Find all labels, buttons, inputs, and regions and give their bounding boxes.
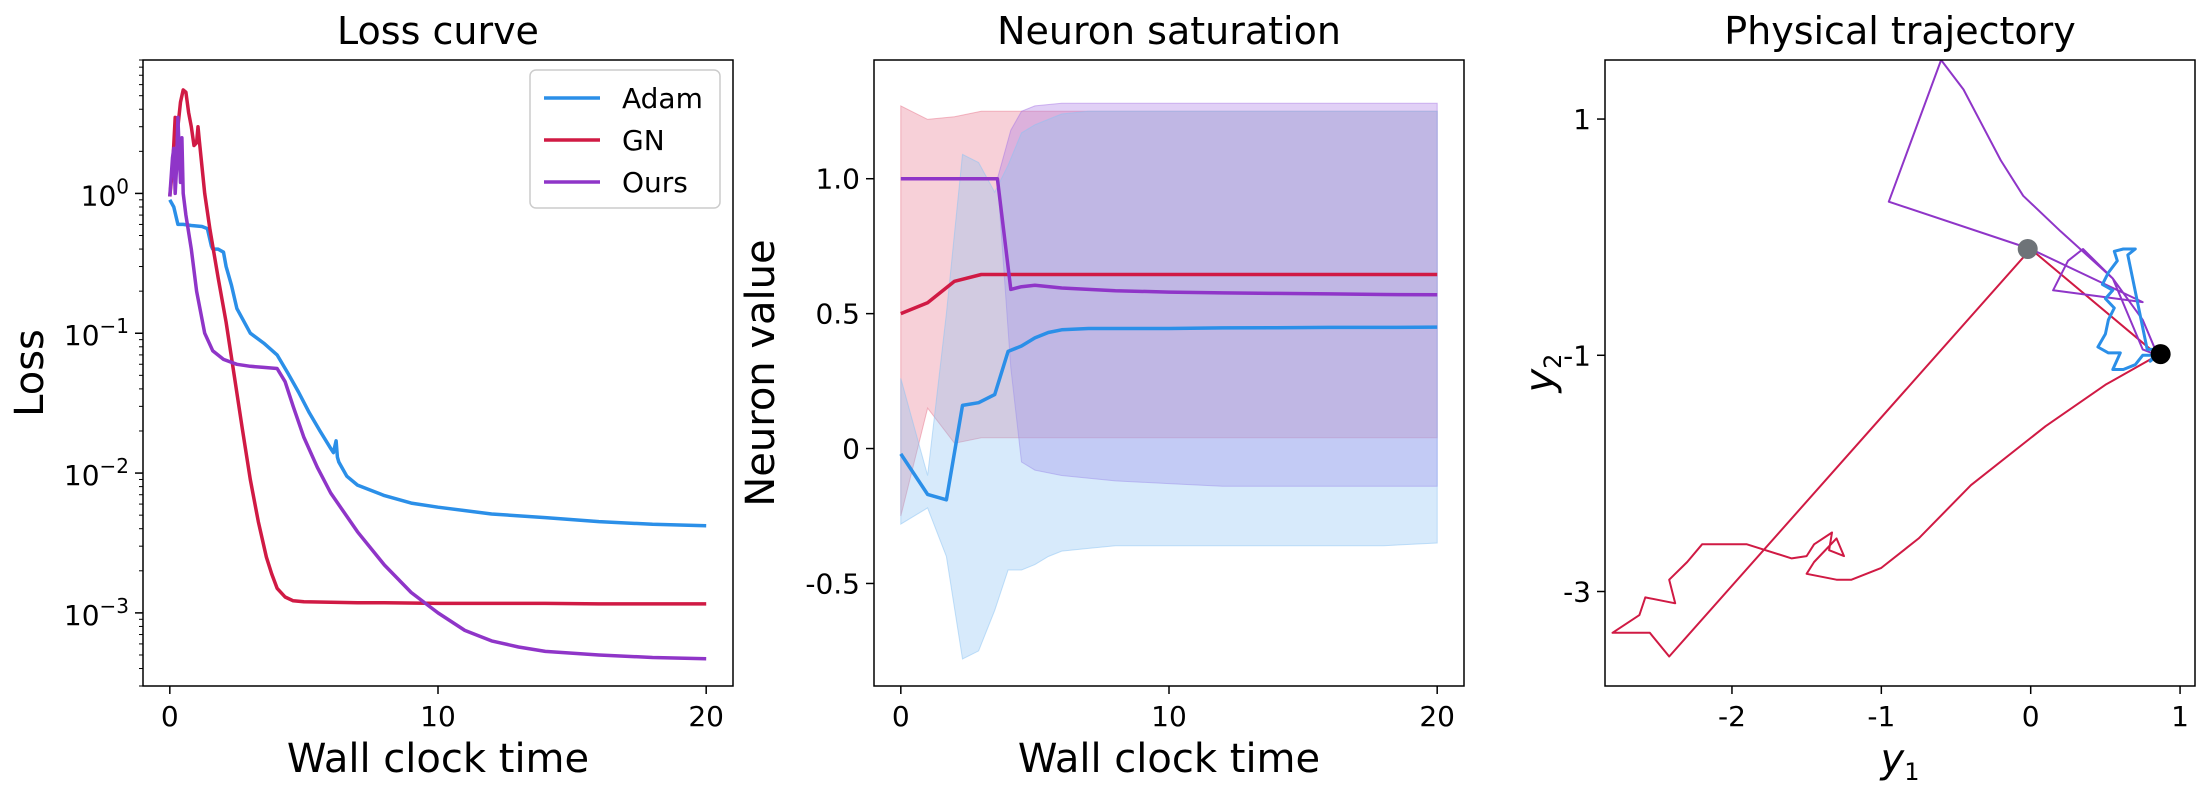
y-axis-label: Neuron value [738, 239, 784, 506]
x-tick-label: 10 [420, 700, 456, 733]
x-tick-label: 0 [161, 700, 179, 733]
legend-label: GN [622, 124, 665, 157]
x-axis-label: Wall clock time [287, 736, 589, 782]
y-tick-label: -3 [1563, 576, 1591, 609]
x-tick-label: -2 [1718, 700, 1746, 733]
y-axis-label: y2 [1517, 354, 1567, 394]
chart-title: Neuron saturation [997, 9, 1341, 53]
legend-label: Ours [622, 166, 688, 199]
physical-trajectory-panel: Physical trajectory y1 y2 -2 -1 0 1 1 -1 -3 [1517, 9, 2196, 786]
x-tick-label: 1 [2171, 700, 2189, 733]
series-line [168, 115, 707, 661]
legend-label: Adam [622, 82, 703, 115]
y-tick-label: 1 [1573, 103, 1591, 136]
series-line [1887, 60, 2159, 357]
loss-curve-panel: Loss curve Wall clock time Loss 0 10 20 100… [7, 9, 734, 782]
x-axis-label: Wall clock time [1018, 736, 1320, 782]
x-tick-label: 10 [1151, 700, 1187, 733]
y-tick-label: 10−2 [64, 454, 129, 492]
series-line [1611, 248, 2159, 658]
series-line [168, 198, 707, 528]
series-line [2096, 247, 2160, 371]
x-tick-label: 20 [688, 700, 724, 733]
plot-area [899, 102, 1438, 660]
series-line [900, 272, 1438, 316]
x-tick-label: 20 [1419, 700, 1455, 733]
x-tick-label: 0 [2022, 700, 2040, 733]
y-axis-label: Loss [7, 329, 53, 417]
y-tick-label: -1 [1563, 339, 1591, 372]
y-tick-label: 0 [842, 433, 860, 466]
chart-title: Loss curve [337, 9, 539, 53]
series-line [900, 176, 1438, 297]
y-tick-label: -0.5 [805, 567, 860, 600]
legend-box [529, 69, 721, 209]
axes-frame [1604, 59, 2196, 687]
plot-area [1611, 60, 2171, 658]
y-tick-label: 10−1 [64, 314, 129, 352]
y-tick-label: 100 [81, 174, 129, 212]
x-axis-label: y1 [1880, 736, 1920, 786]
neuron-saturation-panel: Neuron saturation Wall clock time Neuron… [738, 9, 1465, 782]
y-tick-label: 10−3 [64, 594, 129, 632]
plot-area [168, 88, 707, 661]
series-line [168, 88, 707, 606]
y-tick-label: 0.5 [815, 298, 860, 331]
legend: Adam GN Ours [529, 69, 721, 209]
x-tick-label: -1 [1867, 700, 1895, 733]
series-line [899, 325, 1438, 502]
confidence-band [900, 110, 1438, 660]
chart-title: Physical trajectory [1724, 9, 2076, 53]
trajectory-marker [2150, 344, 2171, 365]
y-tick-label: 1.0 [815, 163, 860, 196]
x-tick-label: 0 [892, 700, 910, 733]
trajectory-marker [2017, 238, 2038, 259]
